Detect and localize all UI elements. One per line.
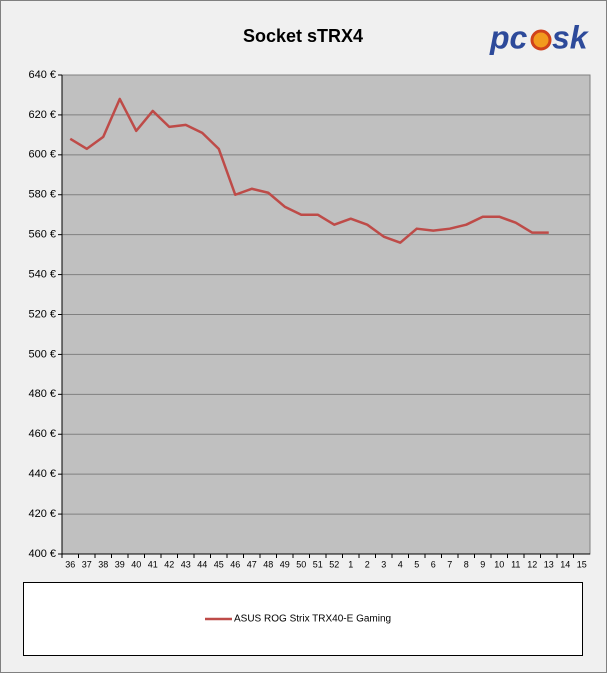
logo-right: sk [552,19,590,55]
legend-label: ASUS ROG Strix TRX40-E Gaming [234,614,391,625]
x-tick-label: 12 [527,559,537,569]
y-tick-label: 600 € [28,149,56,161]
chart-title: Socket sTRX4 [243,26,363,46]
x-tick-label: 37 [82,559,92,569]
x-tick-label: 42 [164,559,174,569]
x-tick-label: 5 [414,559,419,569]
x-tick-label: 48 [263,559,273,569]
x-tick-label: 4 [398,559,403,569]
x-tick-label: 52 [329,559,339,569]
x-tick-label: 44 [197,559,207,569]
x-tick-label: 51 [313,559,323,569]
y-tick-label: 520 € [28,308,56,320]
x-tick-label: 49 [280,559,290,569]
y-tick-label: 460 € [28,428,56,440]
logo: pc sk [489,19,590,55]
x-tick-label: 39 [115,559,125,569]
x-tick-label: 45 [214,559,224,569]
y-tick-label: 620 € [28,109,56,121]
x-tick-label: 9 [480,559,485,569]
x-tick-label: 13 [544,559,554,569]
y-tick-label: 440 € [28,468,56,480]
y-tick-label: 560 € [28,229,56,241]
x-tick-label: 3 [381,559,386,569]
x-tick-label: 40 [131,559,141,569]
legend-box [23,582,583,656]
y-tick-label: 480 € [28,388,56,400]
x-tick-label: 46 [230,559,240,569]
x-tick-label: 47 [247,559,257,569]
x-tick-label: 38 [98,559,108,569]
x-tick-label: 2 [365,559,370,569]
y-tick-label: 580 € [28,189,56,201]
y-tick-label: 540 € [28,268,56,280]
logo-left: pc [489,19,528,55]
series-line [69,97,549,244]
y-tick-label: 640 € [28,69,56,81]
x-tick-label: 50 [296,559,306,569]
x-tick-label: 7 [447,559,452,569]
x-tick-label: 41 [148,559,158,569]
x-tick-label: 11 [511,559,520,569]
y-tick-label: 420 € [28,508,56,520]
x-tick-label: 10 [494,559,504,569]
x-tick-label: 1 [348,559,353,569]
y-tick-label: 400 € [28,548,56,560]
x-tick-label: 8 [464,559,469,569]
x-tick-label: 6 [431,559,436,569]
y-tick-label: 500 € [28,348,56,360]
x-tick-label: 14 [560,559,570,569]
logo-flame [530,29,552,51]
x-tick-label: 15 [577,559,587,569]
x-tick-label: 43 [181,559,191,569]
x-tick-label: 36 [65,559,75,569]
